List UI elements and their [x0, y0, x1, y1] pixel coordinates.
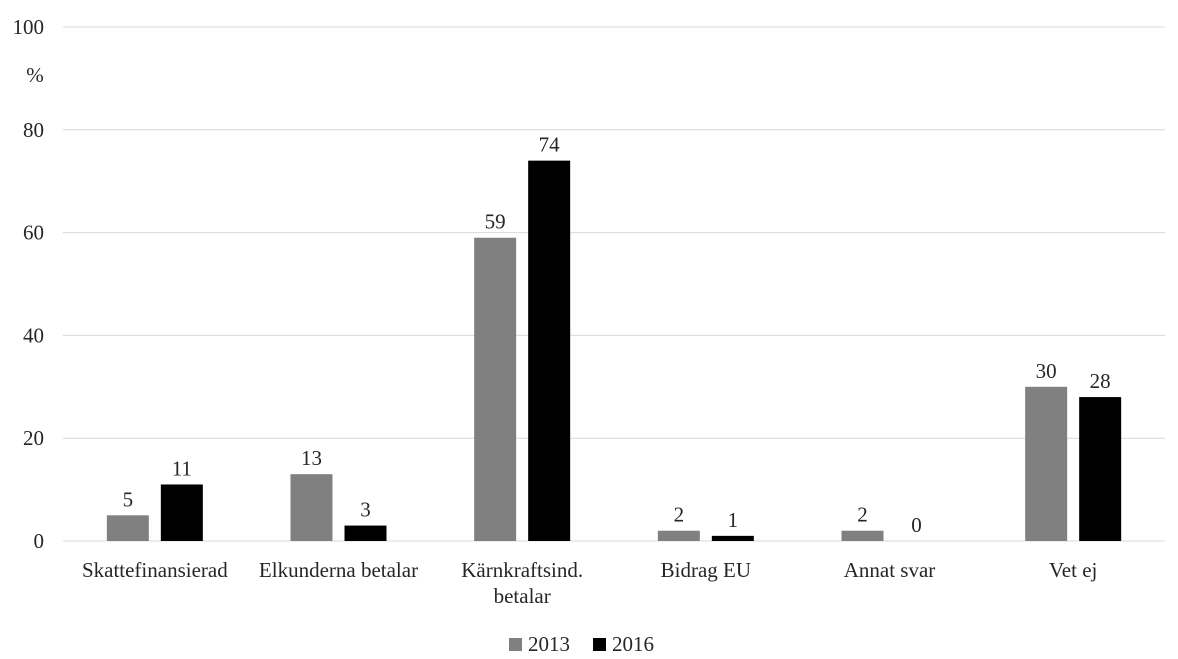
- data-label: 5: [123, 487, 134, 511]
- x-tick-label: Elkunderna betalar: [259, 558, 418, 582]
- bar-2013-0: [106, 515, 149, 541]
- data-label: 28: [1090, 369, 1111, 393]
- y-tick-label: 20: [23, 426, 44, 450]
- bar-2016-1: [344, 525, 387, 541]
- data-label: 11: [172, 456, 192, 480]
- bar-2013-2: [474, 237, 517, 542]
- x-tick-label: Kärnkraftsind.: [461, 558, 583, 582]
- y-tick-label: 0: [34, 529, 45, 553]
- data-label: 1: [728, 508, 739, 532]
- legend-label-2016: 2016: [612, 632, 654, 656]
- x-tick-label: Bidrag EU: [661, 558, 751, 582]
- x-tick-label: Skattefinansierad: [82, 558, 228, 582]
- data-label: 3: [360, 498, 371, 522]
- y-tick-label: 60: [23, 221, 44, 245]
- y-tick-label: 100: [13, 15, 45, 39]
- legend-swatch-2016: [593, 638, 606, 651]
- legend: 2013 2016: [509, 632, 654, 656]
- x-axis-category-labels: Skattefinansierad Elkunderna betalar Kärnk…: [82, 558, 1097, 608]
- gridlines: [63, 26, 1165, 542]
- data-label: 13: [301, 446, 322, 470]
- data-label: 2: [674, 503, 685, 527]
- data-label: 59: [485, 210, 506, 234]
- y-tick-label: 40: [23, 323, 44, 347]
- data-labels: 5 11 13 3 59 74 2 1 2 0 30 28: [123, 133, 1111, 537]
- legend-swatch-2013: [509, 638, 522, 651]
- y-tick-label: 80: [23, 118, 44, 142]
- bar-2016-3: [711, 535, 754, 541]
- bar-2013-4: [841, 530, 884, 541]
- data-label: 0: [911, 513, 922, 537]
- data-label: 30: [1036, 359, 1057, 383]
- x-tick-label: betalar: [494, 584, 551, 608]
- bar-2013-5: [1025, 386, 1068, 541]
- bar-2013-3: [657, 530, 700, 541]
- y-axis-ticks: 0 20 40 60 80 100: [13, 15, 45, 553]
- x-tick-label: Annat svar: [844, 558, 936, 582]
- bars: [106, 160, 1122, 542]
- bar-2016-2: [528, 160, 571, 541]
- bar-2016-0: [160, 484, 203, 541]
- data-label: 74: [539, 133, 561, 157]
- y-axis-unit-label: %: [26, 63, 44, 87]
- legend-label-2013: 2013: [528, 632, 570, 656]
- bar-2016-5: [1079, 397, 1122, 541]
- x-tick-label: Vet ej: [1049, 558, 1097, 582]
- data-label: 2: [857, 503, 868, 527]
- bar-2013-1: [290, 474, 333, 541]
